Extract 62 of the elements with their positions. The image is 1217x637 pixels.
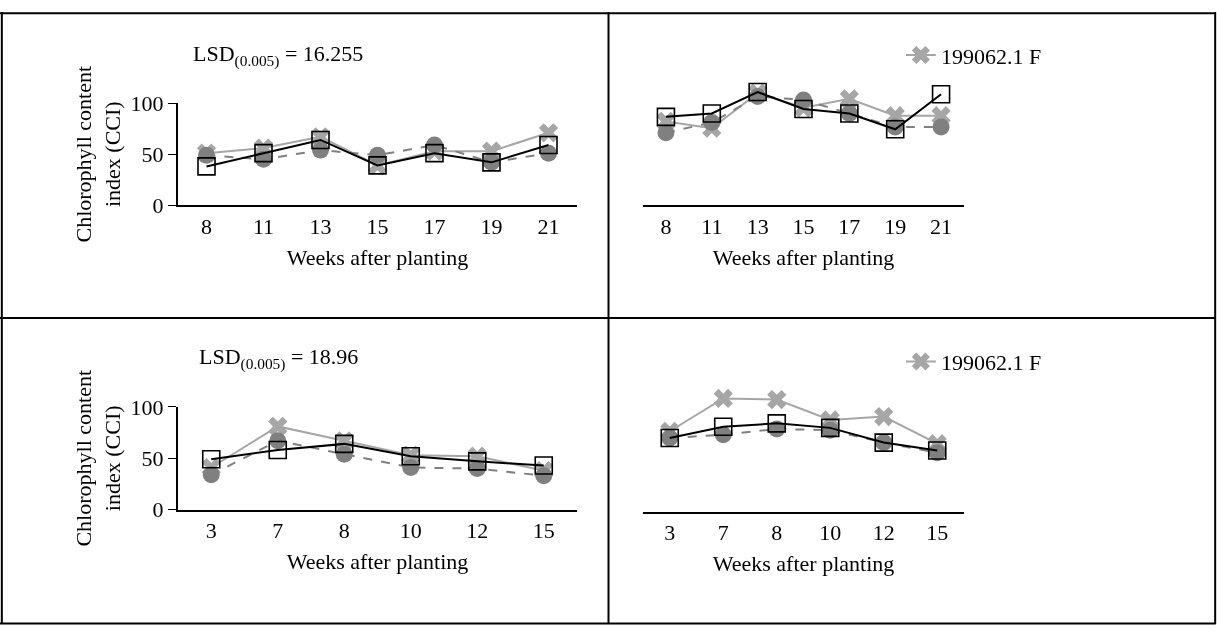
x-tick-label: 11 [701, 213, 723, 239]
x-tick-label: 3 [664, 519, 676, 545]
x-tick-label: 17 [423, 213, 446, 239]
x-tick-label: 10 [819, 519, 842, 545]
y-tick-label: 0 [152, 497, 164, 523]
point [931, 84, 951, 104]
legend-label: 199062.1 F [940, 43, 1042, 69]
y-axis-title: Chlorophyll content index (CCI) [71, 65, 125, 243]
text: LSD$_{(0.005)}$ = 16.255 [193, 41, 364, 70]
point [268, 440, 288, 460]
y-tick-label: 50 [141, 141, 164, 167]
x-tick-label: 15 [926, 519, 949, 545]
x-axis-title: Weeks after planting [286, 549, 469, 575]
x-tick-label: 13 [309, 213, 332, 239]
x-tick-label: 7 [272, 518, 284, 544]
x-tick-label: 7 [717, 519, 729, 545]
point [657, 124, 675, 142]
x-tick-label: 19 [884, 213, 907, 239]
point [268, 416, 288, 437]
point [713, 388, 733, 409]
y-axis-title: Chlorophyll content index (CCI) [71, 369, 125, 547]
y-tick-label: 100 [130, 394, 164, 420]
x-tick-label: 8 [201, 213, 212, 239]
point [874, 406, 894, 427]
point [467, 452, 487, 471]
x-tick-label: 15 [532, 518, 555, 544]
point [335, 445, 353, 463]
point [713, 417, 733, 437]
x-tick-label: 3 [205, 518, 217, 544]
x-tick-label: 8 [660, 213, 672, 239]
x-tick-label: 12 [872, 519, 895, 545]
x-tick-label: 8 [771, 519, 783, 545]
point [254, 143, 273, 163]
text: LSD$_{(0.005)}$ = 18.96 [199, 344, 359, 373]
x-tick-label: 8 [338, 518, 350, 544]
x-tick-label: 21 [930, 213, 953, 239]
x-tick-label: 11 [252, 213, 275, 239]
x-tick-label: 19 [480, 213, 503, 239]
point [932, 118, 950, 136]
x-tick-label: 10 [399, 518, 422, 544]
x-axis-title: Weeks after planting [712, 244, 895, 270]
point [534, 456, 554, 475]
x-tick-label: 15 [366, 213, 389, 239]
x-tick-label: 17 [838, 213, 861, 239]
x-tick-label: 15 [792, 213, 815, 239]
point [539, 135, 558, 155]
point [656, 107, 676, 127]
point [197, 157, 216, 176]
x-tick-label: 13 [746, 213, 769, 239]
y-tick-label: 100 [130, 90, 164, 116]
point [767, 389, 787, 410]
point [312, 141, 329, 159]
y-tick-label: 50 [141, 445, 164, 471]
point [767, 414, 787, 433]
x-axis-title: Weeks after planting [286, 244, 469, 270]
point [201, 450, 221, 469]
point [702, 104, 722, 123]
x-axis-title: Weeks after planting [712, 551, 895, 577]
x-tick-label: 12 [466, 518, 489, 544]
legend-label: 199062.1 F [940, 350, 1042, 376]
y-tick-label: 0 [152, 192, 164, 218]
x-tick-label: 21 [537, 213, 560, 239]
